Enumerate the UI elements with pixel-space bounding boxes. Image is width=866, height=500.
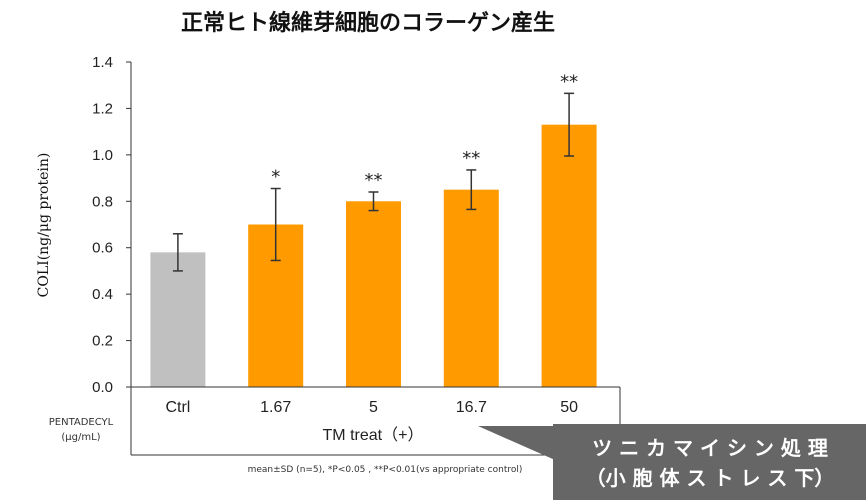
x-tick-label: 50 — [560, 399, 578, 416]
y-tick-label: 0.6 — [92, 240, 113, 257]
treatment-label-line1: PENTADECYL — [49, 417, 114, 428]
callout-pointer — [478, 426, 555, 460]
chart-title: 正常ヒト線維芽細胞のコラーゲン産生 — [181, 10, 555, 36]
y-tick-label: 1.0 — [92, 147, 113, 164]
significance-marker: ** — [560, 71, 578, 92]
bars: * ****** — [150, 71, 597, 387]
y-tick-label: 0.4 — [92, 286, 113, 303]
x-tick-label: 1.67 — [260, 399, 291, 416]
significance-marker: ** — [462, 148, 480, 169]
y-tick-label: 1.2 — [92, 100, 113, 117]
callout-line2: （小 胞 体 ス ト レ ス 下） — [586, 466, 835, 490]
bar-50 — [541, 124, 597, 387]
y-axis-label: COLI(ng/μg protein) — [36, 153, 52, 298]
x-tick-labels: Ctrl 1.67 5 16.7 50 — [165, 399, 578, 416]
callout-box — [553, 424, 866, 500]
treatment-label-line2: (μg/mL) — [61, 432, 100, 443]
bar-Ctrl — [150, 252, 206, 387]
y-tick-label: 0.2 — [92, 333, 113, 350]
y-tick-label: 1.4 — [92, 54, 113, 71]
x-axis-label: TM treat（+） — [323, 426, 424, 444]
y-tick-label: 0.8 — [92, 193, 113, 210]
footnote: mean±SD (n=5), *P<0.05 , **P<0.01(vs app… — [248, 465, 523, 475]
significance-marker: * — [271, 167, 280, 188]
significance-marker: ** — [365, 170, 383, 191]
bar-16.7 — [443, 189, 499, 387]
callout-line1: ツ ニ カ マ イ シ ン 処 理 — [592, 436, 828, 460]
x-tick-label: Ctrl — [165, 399, 190, 416]
x-tick-label: 5 — [369, 399, 378, 416]
y-tick-label: 0.0 — [92, 379, 113, 396]
y-ticks: 0.0 0.2 0.4 0.6 0.8 1.0 1.2 1.4 — [92, 54, 131, 396]
bar-5 — [346, 201, 401, 387]
callout: ツ ニ カ マ イ シ ン 処 理 （小 胞 体 ス ト レ ス 下） — [478, 424, 866, 500]
x-tick-label: 16.7 — [456, 399, 487, 416]
